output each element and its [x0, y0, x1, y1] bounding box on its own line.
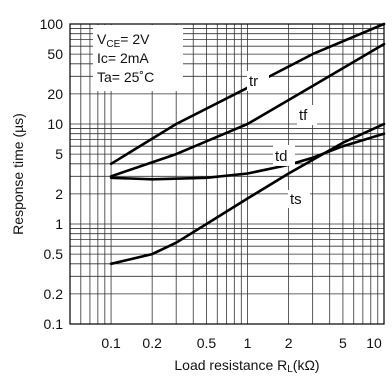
condition-vce: VCE= 2V	[97, 31, 150, 50]
x-tick-labels: 0.1 0.2 0.5 1 2 5 10	[101, 335, 382, 351]
y-tick-label: 20	[47, 86, 63, 102]
y-tick-label: 1	[55, 216, 63, 232]
conditions-box	[93, 25, 183, 91]
series-curve-tf	[109, 42, 386, 178]
y-tick-labels: 0.1 0.2 0.5 1 2 5 10 20 50 100	[40, 16, 64, 332]
series-label-td: td	[275, 148, 288, 165]
y-tick-label: 0.2	[44, 286, 64, 302]
y-tick-label: 10	[47, 116, 63, 132]
x-tick-label: 0.5	[197, 335, 217, 351]
y-tick-label: 50	[47, 46, 63, 62]
series-labels: tr tf td ts	[247, 71, 317, 208]
x-tick-label: 5	[339, 335, 347, 351]
series-label-tr: tr	[249, 73, 258, 90]
condition-ic: Ic= 2mA	[97, 50, 149, 66]
y-tick-label: 5	[55, 146, 63, 162]
y-tick-label: 0.1	[44, 316, 64, 332]
x-tick-label: 2	[285, 335, 293, 351]
series-label-ts: ts	[290, 191, 302, 208]
series-curve-td	[109, 132, 386, 181]
condition-ta: Ta= 25˚C	[97, 69, 154, 85]
y-tick-label: 2	[55, 186, 63, 202]
series-curve-ts	[109, 122, 386, 266]
series-label-tf: tf	[299, 107, 308, 124]
plot-frame	[69, 23, 385, 325]
x-tick-label: 10	[366, 335, 382, 351]
y-tick-label: 0.5	[44, 246, 64, 262]
y-axis-title: Response time (µs)	[10, 113, 26, 235]
x-tick-label: 1	[244, 335, 252, 351]
x-axis-title: Load resistance RL(kΩ)	[174, 357, 319, 375]
y-tick-label: 100	[40, 16, 64, 32]
x-tick-label: 0.1	[101, 335, 121, 351]
x-tick-label: 0.2	[142, 335, 162, 351]
